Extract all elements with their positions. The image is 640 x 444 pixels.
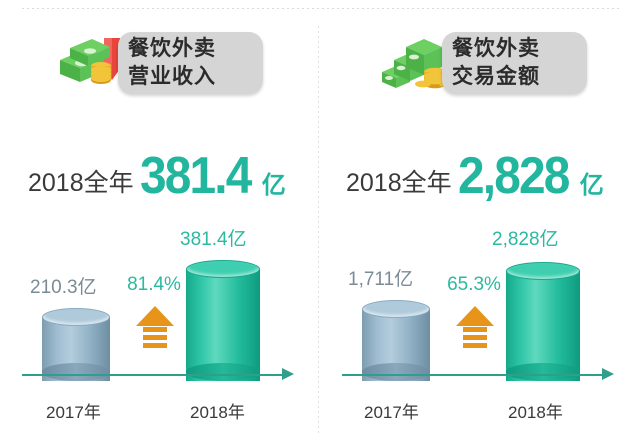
x-label-2017: 2017年 xyxy=(364,403,419,422)
growth-indicator: 65.3% xyxy=(438,274,510,374)
bar-chart-transaction: 1,711亿 2,828亿 65.3% xyxy=(320,222,640,444)
axis-arrow-head xyxy=(602,368,614,380)
x-label-2018: 2018年 xyxy=(508,403,563,422)
arrow-bar xyxy=(143,343,167,348)
bar-2017 xyxy=(362,300,430,381)
bar-2018 xyxy=(186,260,260,381)
header-line-2: 交易金额 xyxy=(452,65,540,88)
cylinder-top xyxy=(506,262,580,280)
header-line-1: 餐饮外卖 xyxy=(128,37,216,60)
bar-chart-revenue: 210.3亿 381.4亿 81.4% xyxy=(0,222,320,444)
headline-unit: 亿 xyxy=(579,172,604,199)
cylinder-bottom xyxy=(506,363,580,381)
header-text: 餐饮外卖 交易金额 xyxy=(452,34,582,92)
cylinder-top xyxy=(186,260,260,278)
growth-indicator: 81.4% xyxy=(118,274,190,374)
value-label-2017: 1,711亿 xyxy=(348,269,414,290)
header-line-1: 餐饮外卖 xyxy=(452,37,540,60)
cylinder-bottom xyxy=(186,363,260,381)
dotted-divider-top xyxy=(22,8,622,9)
x-label-2018: 2018年 xyxy=(190,403,245,422)
growth-percent: 81.4% xyxy=(127,274,181,295)
value-label-2017: 210.3亿 xyxy=(30,277,97,298)
growth-percent: 65.3% xyxy=(447,274,501,295)
headline-prefix: 2018全年 xyxy=(346,169,452,197)
growth-up-arrow-icon xyxy=(136,306,174,350)
headline-prefix: 2018全年 xyxy=(28,169,134,197)
money-arrow-up-icon xyxy=(60,38,128,84)
panel-revenue: 餐饮外卖 营业收入 2018全年 381.4 亿 210.3亿 381.4亿 xyxy=(0,32,320,444)
baseline-axis xyxy=(22,374,284,376)
arrow-head xyxy=(136,306,174,326)
axis-arrow-head xyxy=(282,368,294,380)
arrow-bar xyxy=(463,335,487,340)
dotted-divider-middle xyxy=(318,26,319,436)
arrow-head xyxy=(456,306,494,326)
money-stacks-coins-icon xyxy=(382,39,454,89)
baseline-axis xyxy=(342,374,604,376)
cylinder-body xyxy=(186,269,260,381)
value-label-2018: 381.4亿 xyxy=(180,229,247,250)
headline-unit: 亿 xyxy=(261,172,286,199)
bar-2018 xyxy=(506,262,580,381)
headline: 2018全年 381.4 亿 xyxy=(28,150,318,206)
header-text: 餐饮外卖 营业收入 xyxy=(128,34,258,92)
arrow-bar xyxy=(463,327,487,332)
cylinder-bottom xyxy=(42,363,110,381)
arrow-bar xyxy=(143,335,167,340)
headline-number: 2,828 xyxy=(457,147,570,205)
cylinder-bottom xyxy=(362,363,430,381)
growth-up-arrow-icon xyxy=(456,306,494,350)
value-label-2018: 2,828亿 xyxy=(492,229,559,250)
cylinder-top xyxy=(362,300,430,318)
bar-2017 xyxy=(42,308,110,381)
cylinder-top xyxy=(42,308,110,326)
panel-transaction: 餐饮外卖 交易金额 2018全年 2,828 亿 1,711亿 2,828亿 xyxy=(320,0,640,444)
x-label-2017: 2017年 xyxy=(46,403,101,422)
headline-number: 381.4 xyxy=(139,147,252,205)
headline: 2018全年 2,828 亿 xyxy=(346,150,636,206)
cylinder-body xyxy=(506,271,580,381)
arrow-bar xyxy=(143,327,167,332)
header-pill xyxy=(442,32,587,94)
arrow-bar xyxy=(463,343,487,348)
header-pill xyxy=(118,32,263,94)
header-line-2: 营业收入 xyxy=(128,65,216,88)
